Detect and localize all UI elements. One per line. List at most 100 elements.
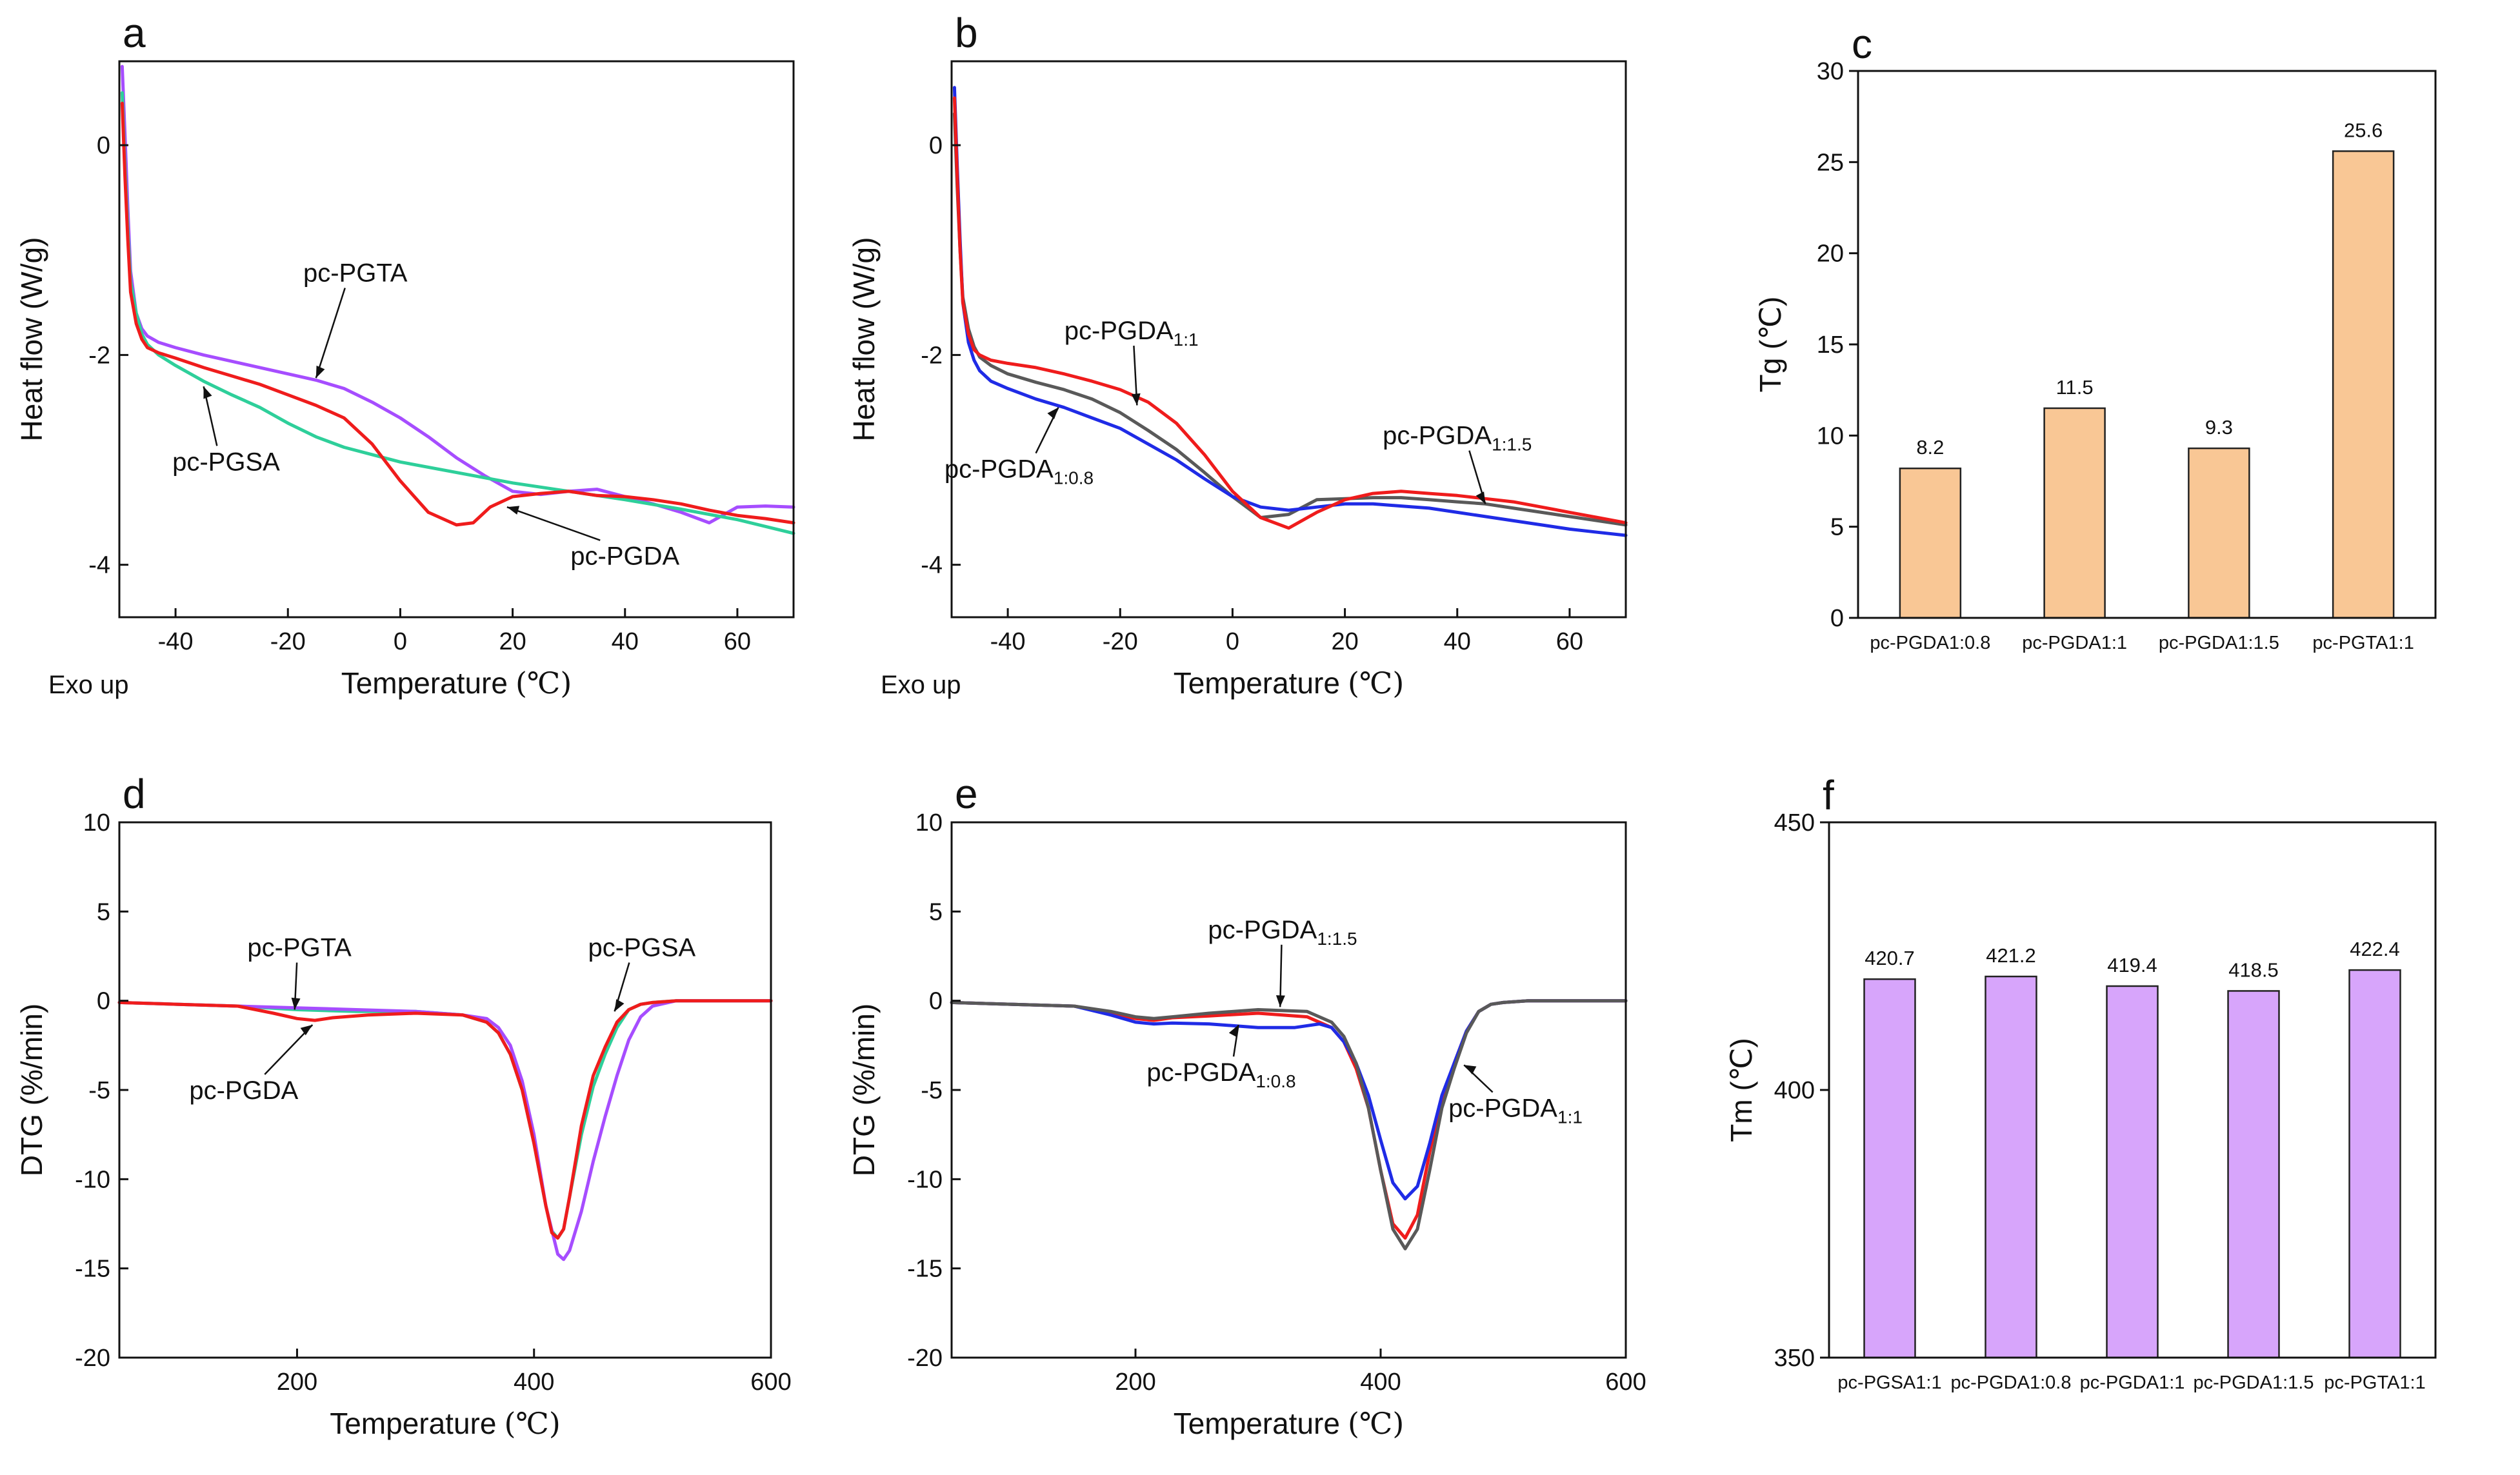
category-label: pc-PGDA1:0.8 <box>1951 1372 2072 1393</box>
x-axis-title-main: Temperature <box>1174 666 1340 700</box>
bar-value-label: 422.4 <box>2350 938 2400 960</box>
x-axis-title-unit: (℃) <box>515 666 572 700</box>
annotation: pc-PGSA <box>588 934 696 1012</box>
annotation-label: pc-PGSA <box>588 934 695 962</box>
category-label: pc-PGTA1:1 <box>2324 1372 2425 1393</box>
annotation: pc-PGDA <box>506 506 680 571</box>
x-axis-title-unit: (℃) <box>1348 666 1404 700</box>
x-tick-label: -40 <box>990 628 1026 655</box>
y-axis-title: DTG (%/min) <box>15 1004 48 1176</box>
panel-e: e 200 400 600 10 5 0 -5 -10 -15 -20 Temperature (℃) D… <box>847 771 1646 1441</box>
y-tick-label: 0 <box>929 988 943 1015</box>
annotation-text: pc-PGSA <box>172 448 280 476</box>
y-tick-label: 25 <box>1817 149 1844 176</box>
x-axis-title-unit: (℃) <box>504 1406 560 1441</box>
annotation-arrowhead <box>203 386 212 399</box>
exo-up-note: Exo up <box>48 671 129 699</box>
panel-letter: a <box>123 10 146 56</box>
annotation: pc-PGDA1:1 <box>1065 317 1199 406</box>
category-label: pc-PGDA1:1.5 <box>2194 1372 2314 1393</box>
y-tick-label: 400 <box>1774 1077 1815 1104</box>
y-tick-label: -10 <box>907 1166 943 1193</box>
series-line-pc-pgda1-0-8 <box>952 86 1628 537</box>
y-axis-title: Heat flow (W/g) <box>15 237 48 442</box>
annotation-text: pc-PGDA <box>1065 317 1174 345</box>
annotation: pc-PGSA <box>172 386 280 476</box>
annotation-subscript: 1:1 <box>1174 330 1199 350</box>
bar-value-label: 418.5 <box>2228 958 2279 981</box>
annotation-arrow-line <box>315 288 346 379</box>
bar <box>2043 407 2106 619</box>
bar-value-label: 420.7 <box>1865 947 1915 969</box>
annotation-arrowhead <box>1464 1065 1477 1074</box>
y-tick-label: 5 <box>97 898 110 926</box>
panel-a: a -40 -20 0 20 40 60 0 -2 -4 Temperature (℃) Heat fl… <box>15 10 795 700</box>
bar <box>2332 150 2395 619</box>
y-tick-label: 0 <box>929 132 943 159</box>
y-tick-label: -15 <box>907 1256 943 1283</box>
annotation-text: pc-PGSA <box>588 934 695 962</box>
panel-letter: f <box>1823 772 1834 818</box>
x-tick-label: -40 <box>158 628 194 655</box>
bar-value-label: 8.2 <box>1916 436 1944 459</box>
y-tick-label: 0 <box>97 132 110 159</box>
annotation-label: pc-PGSA <box>172 448 280 476</box>
annotation-label: pc-PGDA1:0.8 <box>1146 1058 1295 1091</box>
y-tick-label: -20 <box>75 1345 110 1372</box>
panel-d: d 200 400 600 10 5 0 -5 -10 -15 -20 Temperature (℃) D… <box>15 771 792 1441</box>
x-tick-label: 600 <box>1605 1369 1646 1396</box>
y-tick-label: 5 <box>1830 514 1844 541</box>
series-line-pc-pgsa <box>117 999 773 1240</box>
bar <box>1899 467 1962 619</box>
annotation-text: pc-PGDA <box>1383 422 1492 450</box>
bar-value-label: 9.3 <box>2205 416 2233 439</box>
bar-value-label: 421.2 <box>1986 944 2036 967</box>
series-line-pc-pgda1-1-5 <box>952 112 1628 527</box>
bar <box>2188 447 2250 619</box>
x-tick-label: 20 <box>499 628 526 655</box>
annotation-arrowhead <box>1275 995 1285 1007</box>
annotation-label: pc-PGTA <box>303 259 408 288</box>
x-axis-title: Temperature (℃) <box>341 666 572 700</box>
y-tick-label: -5 <box>88 1077 110 1104</box>
bar <box>1985 975 2037 1359</box>
annotation: pc-PGDA1:0.8 <box>1146 1024 1296 1091</box>
y-tick-label: 10 <box>915 809 943 836</box>
annotation-arrowhead <box>614 999 625 1012</box>
annotation-arrowhead <box>1047 407 1059 419</box>
y-tick-label: 5 <box>929 898 943 926</box>
bar <box>2106 985 2159 1359</box>
annotation-label: pc-PGDA1:1.5 <box>1383 422 1532 455</box>
x-axis-title: Temperature (℃) <box>1174 1406 1405 1441</box>
annotation-label: pc-PGDA1:1.5 <box>1208 916 1357 949</box>
x-tick-label: 0 <box>1226 628 1239 655</box>
annotation: pc-PGDA1:0.8 <box>945 407 1094 488</box>
annotation-arrow-line <box>506 506 601 541</box>
annotation-label: pc-PGTA <box>247 934 352 962</box>
bar-value-label: 25.6 <box>2344 119 2383 141</box>
bar-value-label: 419.4 <box>2107 954 2157 976</box>
annotation-label: pc-PGDA1:1 <box>1448 1094 1583 1127</box>
category-label: pc-PGSA1:1 <box>1837 1372 1941 1393</box>
panel-f: f 420.7 pc-PGSA1:1 421.2 pc-PGDA1:0.8 419.4 pc… <box>1725 772 2437 1393</box>
annotation-label: pc-PGDA <box>570 542 679 571</box>
series-line-pc-pgda1-1 <box>952 96 1628 530</box>
annotation-subscript: 1:1 <box>1557 1107 1583 1127</box>
annotation: pc-PGTA <box>303 259 408 379</box>
annotation-text: pc-PGDA <box>189 1076 298 1105</box>
panel-c: c 8.2 pc-PGDA1:0.8 11.5 pc-PGDA1:1 9.3 pc-PGDA… <box>1754 21 2437 653</box>
category-label: pc-PGDA1:1 <box>2022 633 2127 653</box>
x-tick-label: -20 <box>270 628 306 655</box>
y-tick-label: 10 <box>83 809 110 836</box>
panel-letter: c <box>1852 21 1872 67</box>
x-axis-title-main: Temperature <box>330 1407 496 1440</box>
y-tick-label: 20 <box>1817 241 1844 268</box>
annotation-text: pc-PGDA <box>1146 1058 1255 1087</box>
annotation-text: pc-PGDA <box>570 542 679 571</box>
x-tick-label: 40 <box>612 628 639 655</box>
y-axis-title: Tg (℃) <box>1754 297 1787 393</box>
y-tick-label: -2 <box>921 342 943 369</box>
x-axis-title-main: Temperature <box>1174 1407 1340 1440</box>
annotation-text: pc-PGDA <box>1208 916 1317 944</box>
